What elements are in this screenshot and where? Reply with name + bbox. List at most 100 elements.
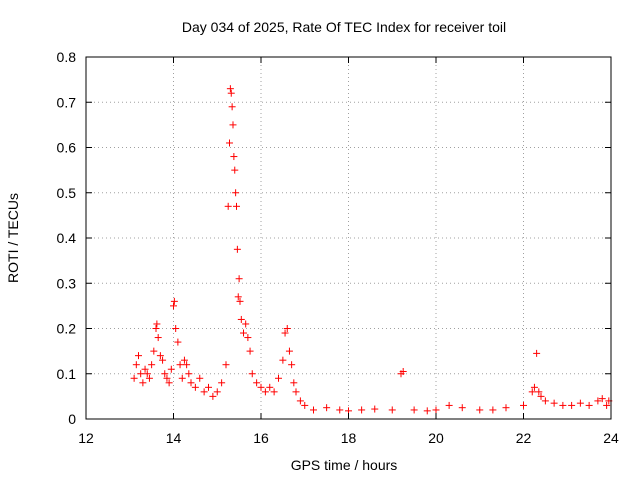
data-point	[183, 361, 191, 369]
data-point	[205, 383, 212, 391]
chart-title: Day 034 of 2025, Rate Of TEC Index for r…	[182, 19, 506, 35]
data-point	[279, 356, 287, 364]
data-point	[530, 383, 538, 391]
y-tick-label: 0.3	[57, 275, 77, 291]
data-points	[130, 85, 613, 415]
data-point	[281, 329, 289, 337]
data-point	[541, 397, 549, 405]
data-point	[290, 379, 298, 387]
data-point	[154, 334, 162, 342]
data-point	[185, 370, 193, 378]
data-point	[227, 89, 235, 97]
x-tick-label: 22	[516, 430, 532, 446]
grid-lines	[86, 57, 611, 419]
data-point	[537, 392, 545, 400]
data-point	[410, 406, 418, 414]
data-point	[358, 406, 366, 414]
data-point	[159, 356, 167, 364]
data-point	[196, 374, 204, 382]
data-point	[180, 356, 188, 364]
x-tick-label: 14	[166, 430, 182, 446]
data-point	[257, 383, 265, 391]
data-point	[209, 392, 217, 400]
data-point	[132, 361, 140, 369]
data-point	[232, 189, 240, 197]
data-point	[226, 85, 234, 93]
data-point	[213, 388, 221, 396]
y-tick-label: 0.1	[57, 366, 77, 382]
data-point	[187, 379, 195, 387]
data-point	[229, 121, 237, 129]
x-tick-label: 24	[603, 430, 619, 446]
data-point	[266, 383, 274, 391]
data-point	[535, 388, 543, 396]
data-point	[528, 388, 536, 396]
data-point	[603, 401, 611, 409]
data-point	[270, 388, 278, 396]
data-point	[283, 325, 291, 332]
data-point	[585, 401, 593, 409]
y-tick-label: 0.6	[57, 140, 77, 156]
data-point	[598, 395, 606, 403]
data-point	[130, 374, 138, 382]
data-point	[176, 361, 184, 369]
data-point	[275, 374, 282, 382]
data-point	[163, 374, 171, 382]
data-point	[292, 388, 300, 396]
x-axis-label: GPS time / hours	[291, 457, 398, 473]
data-point	[150, 347, 158, 355]
data-point	[224, 202, 232, 210]
data-point	[285, 347, 293, 355]
data-point	[233, 245, 241, 253]
y-tick-label: 0.4	[57, 230, 77, 246]
data-point	[323, 404, 331, 412]
data-point	[550, 399, 558, 407]
data-point	[174, 338, 182, 346]
y-tick-label: 0.7	[57, 94, 77, 110]
data-point	[172, 325, 180, 332]
x-tick-label: 20	[428, 430, 444, 446]
data-point	[310, 406, 317, 414]
y-tick-label: 0	[68, 411, 76, 427]
data-point	[152, 325, 160, 332]
data-point	[388, 406, 396, 414]
data-point	[234, 293, 242, 301]
data-point	[222, 361, 230, 369]
data-point	[228, 103, 236, 111]
data-point	[489, 406, 497, 414]
data-point	[559, 401, 567, 409]
data-point	[244, 334, 252, 342]
data-point	[178, 374, 186, 382]
data-point	[153, 320, 161, 328]
data-point	[502, 404, 510, 412]
y-tick-label: 0.8	[57, 49, 77, 65]
data-point	[236, 297, 244, 305]
data-point	[170, 302, 177, 310]
data-point	[261, 388, 269, 396]
data-point	[235, 275, 243, 283]
data-point	[445, 401, 453, 409]
data-point	[233, 202, 240, 210]
x-tick-label: 18	[341, 430, 357, 446]
data-point	[253, 379, 261, 387]
data-point	[576, 399, 584, 407]
data-point	[161, 370, 169, 378]
data-point	[156, 352, 164, 360]
data-point	[458, 404, 466, 412]
data-point	[301, 401, 309, 409]
data-point	[200, 388, 208, 396]
y-tick-label: 0.2	[57, 321, 77, 337]
data-point	[476, 406, 484, 414]
data-point	[135, 352, 142, 360]
data-point	[423, 407, 431, 415]
data-point	[248, 370, 256, 378]
data-point	[336, 406, 344, 414]
data-point	[145, 374, 153, 382]
data-point	[230, 153, 238, 161]
data-point	[191, 383, 199, 391]
data-point	[594, 397, 602, 405]
y-axis-label: ROTI / TECUs	[5, 193, 21, 283]
data-point	[288, 361, 296, 369]
data-point	[137, 370, 145, 378]
